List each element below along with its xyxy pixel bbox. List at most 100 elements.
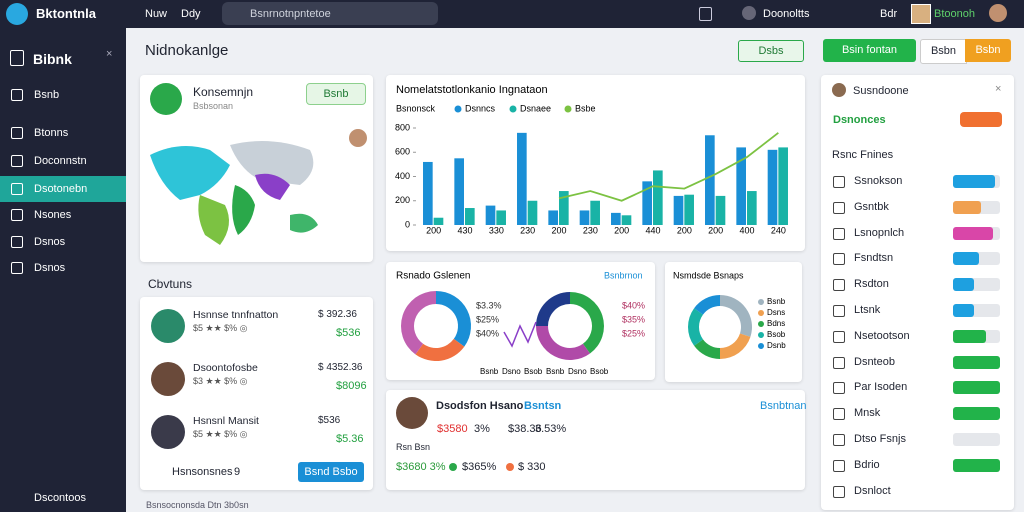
contact-meta: $3 ★★ $% ◎ xyxy=(193,376,248,386)
x-tick-label: 200 xyxy=(708,225,723,235)
nav-icon xyxy=(11,262,23,274)
item-icon xyxy=(833,459,845,472)
category-label: Bsnb xyxy=(480,367,499,376)
legend-dot xyxy=(454,105,462,113)
bar xyxy=(767,149,778,225)
nav-item[interactable]: Nsones xyxy=(34,209,72,221)
user-icon[interactable] xyxy=(742,6,756,20)
nav-icon xyxy=(11,127,23,139)
mode[interactable]: Bdr xyxy=(880,8,898,20)
footer-count: 9 xyxy=(234,466,241,478)
item-name: Dtso Fsnjs xyxy=(854,433,906,445)
progress-bar xyxy=(953,458,1000,472)
value-label: $35% xyxy=(622,314,645,324)
legend-label: Bdns xyxy=(767,319,785,328)
button[interactable]: Bsin fontan xyxy=(823,39,916,62)
search-box[interactable] xyxy=(222,2,438,25)
avatar xyxy=(911,4,931,24)
stat: $ 330 xyxy=(518,461,546,473)
toggle[interactable] xyxy=(960,112,1002,127)
progress-bar xyxy=(953,304,975,317)
contact-name: Hsnsnl Mansit xyxy=(193,415,259,427)
nav-icon xyxy=(11,183,23,195)
slice xyxy=(570,292,604,354)
legend-dot xyxy=(758,299,764,305)
link[interactable]: Bsnbtnan xyxy=(760,400,807,412)
contact-change: $536 xyxy=(336,327,361,339)
button[interactable]: Bsnd Bsbo xyxy=(298,462,364,482)
pill[interactable]: Bsnb xyxy=(306,83,366,105)
progress-bar xyxy=(953,278,975,292)
x-tick-label: 200 xyxy=(614,225,629,235)
nav-item[interactable]: Ddy xyxy=(181,8,201,20)
legend-label: Dsnaee xyxy=(520,103,551,113)
item-icon xyxy=(833,356,845,369)
donut-charts: Rsnado Gslenen Bsnbrnon$3.3%$25%$40%Bsnb D… xyxy=(396,270,645,376)
sidebar-footer[interactable]: Dscontoos xyxy=(34,492,86,504)
contact-price: $ 392.36 xyxy=(318,309,357,320)
nav-item[interactable]: Dsnos xyxy=(34,262,66,274)
y-tick-label: 800 xyxy=(395,122,410,132)
button[interactable]: Dsbs xyxy=(738,40,804,62)
y-tick-label: 400 xyxy=(395,171,410,181)
bar xyxy=(642,181,652,225)
icon[interactable] xyxy=(699,7,712,21)
item-name: Nsetootson xyxy=(854,329,910,342)
nav-item[interactable]: Nuw xyxy=(145,8,168,20)
bar xyxy=(747,191,757,225)
x-tick-label: 200 xyxy=(426,225,441,235)
progress-bar xyxy=(953,329,986,343)
bar xyxy=(590,200,600,225)
x-tick-label: 200 xyxy=(677,225,692,235)
nav-item[interactable]: Btonns xyxy=(34,127,69,139)
legend-label: Dsnb xyxy=(767,341,786,350)
value-label: $40% xyxy=(476,328,499,338)
y-tick-label: 600 xyxy=(395,147,410,157)
button[interactable]: Bsbn xyxy=(965,39,1011,62)
avatar xyxy=(150,83,182,115)
stat: $365% xyxy=(462,461,497,473)
chart-subtitle: Bsnonsck xyxy=(396,103,436,113)
close[interactable]: × xyxy=(995,83,1002,95)
close[interactable]: × xyxy=(106,48,113,60)
progress-bar xyxy=(953,407,1000,421)
profile-value: 3.53% xyxy=(535,423,567,435)
profile-label: Rsn Bsn xyxy=(396,442,431,452)
profile-tag: Bsntsn xyxy=(524,400,562,412)
map-sub: Bsbsonan xyxy=(193,101,234,111)
contact-change: $8096 xyxy=(336,380,367,392)
user-name[interactable]: Doonoltts xyxy=(763,8,810,20)
bar xyxy=(496,210,506,225)
page-footer: Bsnsocnonsda Dtn 3b0sn xyxy=(146,500,249,510)
value-label: $25% xyxy=(622,328,645,338)
dot xyxy=(449,463,457,471)
region xyxy=(150,146,230,200)
active-bg xyxy=(0,176,126,202)
item-icon xyxy=(833,485,845,498)
item-icon xyxy=(833,305,845,317)
bar xyxy=(527,200,538,225)
legend-label: Dsns xyxy=(767,308,785,317)
region xyxy=(255,173,290,200)
bar xyxy=(465,208,475,225)
bar-chart: Nomelatstotlonkanio Ingnataon Bsnonsck Dsn… xyxy=(395,84,788,235)
legend-dot xyxy=(758,321,764,327)
value-label: $3.3% xyxy=(476,300,502,310)
nav-item[interactable]: Bsnb xyxy=(34,89,60,101)
slice xyxy=(688,308,704,346)
y-tick-label: 0 xyxy=(405,219,410,229)
nav-item[interactable]: Dsotonebn xyxy=(34,183,88,195)
slice xyxy=(401,291,436,355)
bar xyxy=(454,158,464,225)
button[interactable]: Bsbn xyxy=(920,39,967,64)
item-name: Ssnokson xyxy=(854,175,903,187)
progress-bar xyxy=(953,200,982,214)
item-icon xyxy=(833,408,845,421)
chart-title: Nsmdsde Bsnaps xyxy=(673,270,744,280)
slice xyxy=(720,295,752,337)
nav-item[interactable]: Doconnstn xyxy=(34,155,87,167)
bar xyxy=(673,195,684,225)
nav-item[interactable]: Dsnos xyxy=(34,236,66,248)
chart-title: Nomelatstotlonkanio Ingnataon xyxy=(396,84,548,96)
item-name: Rsdton xyxy=(854,278,889,291)
